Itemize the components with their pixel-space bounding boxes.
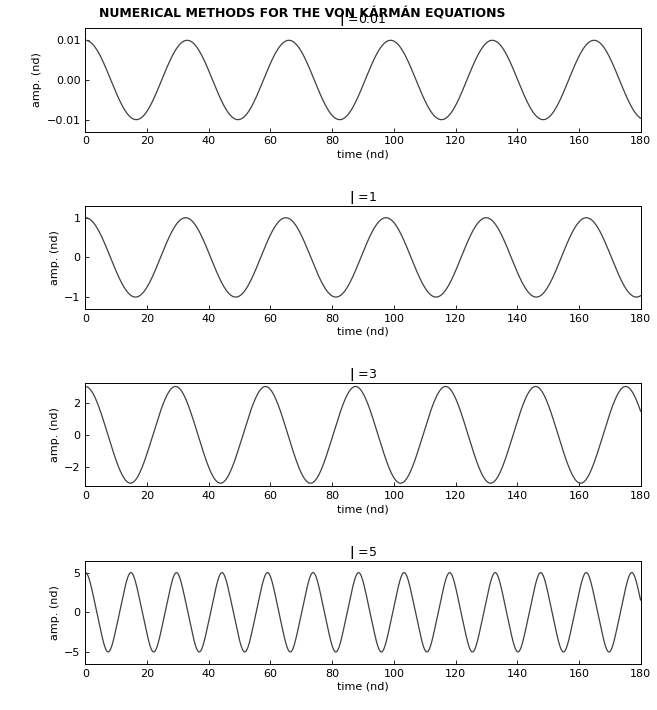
Y-axis label: amp. (nd): amp. (nd) <box>50 585 60 640</box>
X-axis label: time (nd): time (nd) <box>337 682 389 692</box>
Title: $\mathbf{|}$ =1: $\mathbf{|}$ =1 <box>349 189 377 206</box>
Title: $\mathbf{|}$ =3: $\mathbf{|}$ =3 <box>349 366 377 383</box>
Title: $\mathbf{|}$ =0.01: $\mathbf{|}$ =0.01 <box>339 11 387 28</box>
X-axis label: time (nd): time (nd) <box>337 327 389 337</box>
Title: $\mathbf{|}$ =5: $\mathbf{|}$ =5 <box>349 544 377 561</box>
X-axis label: time (nd): time (nd) <box>337 149 389 159</box>
Y-axis label: amp. (nd): amp. (nd) <box>50 230 60 285</box>
Y-axis label: amp. (nd): amp. (nd) <box>32 53 43 107</box>
Y-axis label: amp. (nd): amp. (nd) <box>50 408 60 462</box>
X-axis label: time (nd): time (nd) <box>337 504 389 514</box>
Text: NUMERICAL METHODS FOR THE VON KÁRMÁN EQUATIONS: NUMERICAL METHODS FOR THE VON KÁRMÁN EQU… <box>99 7 505 20</box>
